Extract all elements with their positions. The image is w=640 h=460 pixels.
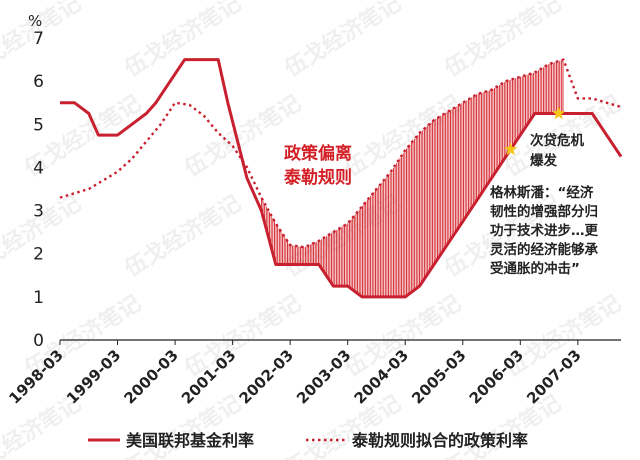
y-tick-label: 0 <box>33 331 44 351</box>
legend-label-fed-funds: 美国联邦基金利率 <box>126 431 254 450</box>
y-tick-label: 1 <box>33 288 44 308</box>
annotation-subprime-line2: 爆发 <box>530 152 558 169</box>
y-axis-ticks: 0 1 2 3 4 5 6 7 <box>33 29 44 351</box>
annotation-greenspan-line4: 灵活的经济能够承 <box>490 241 598 258</box>
legend: 美国联邦基金利率 泰勒规则拟合的政策利率 <box>88 431 528 450</box>
series-taylor-line <box>59 58 622 249</box>
y-tick-label: 4 <box>33 158 44 178</box>
legend-label-taylor: 泰勒规则拟合的政策利率 <box>351 431 528 450</box>
deviation-hatch-area <box>260 59 564 297</box>
y-unit-label: % <box>28 12 42 30</box>
x-tick-label: 2005-03 <box>408 346 469 407</box>
x-tick-label: 2000-03 <box>120 346 181 407</box>
y-tick-label: 7 <box>33 29 44 49</box>
annotation-policy-deviation-line2: 泰勒规则 <box>284 167 352 188</box>
annotation-greenspan-line3: 功于技术进步…更 <box>490 222 598 239</box>
watermark-text: 伍戈经济笔记 <box>119 0 246 83</box>
x-tick-label: 2002-03 <box>236 346 297 407</box>
y-tick-label: 6 <box>33 72 44 92</box>
marker-layer <box>504 106 566 156</box>
watermark-text: 伍戈经济笔记 <box>119 190 246 283</box>
annotation-greenspan-line1: 格林斯潘：“经济 <box>490 184 594 201</box>
annotation-greenspan: 格林斯潘：“经济 韧性的增强部分归 功于技术进步…更 灵活的经济能够承 受通胀的… <box>490 184 603 277</box>
annotation-policy-deviation-line1: 政策偏离 <box>284 143 352 164</box>
annotation-greenspan-line5: 受通胀的冲击” <box>490 260 580 277</box>
annotation-greenspan-line2: 韧性的增强部分归 <box>490 203 598 220</box>
x-tick-label: 2003-03 <box>293 346 354 407</box>
series-fed-funds-line <box>60 58 623 299</box>
star-marker <box>552 106 566 120</box>
series-layer <box>59 58 623 299</box>
annotation-subprime: 次贷危机 爆发 <box>530 132 589 169</box>
y-tick-label: 5 <box>33 115 44 135</box>
annotation-subprime-line1: 次贷危机 <box>530 132 584 149</box>
y-tick-label: 3 <box>33 202 44 222</box>
y-tick-label: 2 <box>33 245 44 265</box>
annotation-policy-deviation: 政策偏离 泰勒规则 <box>284 143 358 188</box>
star-marker <box>504 142 518 156</box>
watermark-text: 伍戈经济笔记 <box>279 0 406 83</box>
